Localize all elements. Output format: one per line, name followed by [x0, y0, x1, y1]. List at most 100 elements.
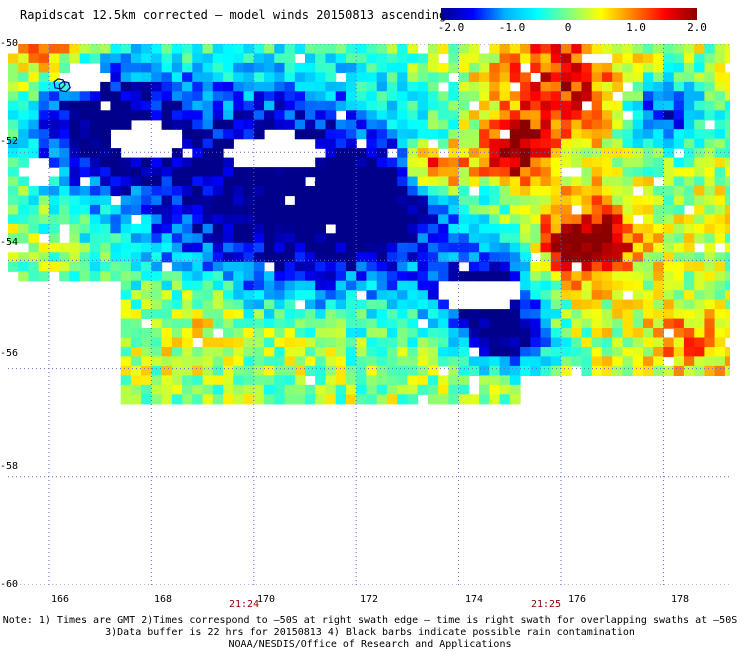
wind-cell [468, 328, 480, 339]
wind-cell [530, 176, 542, 187]
wind-cell [417, 119, 429, 130]
wind-cell [602, 318, 613, 329]
wind-cell [386, 100, 398, 111]
wind-cell [612, 119, 623, 130]
wind-cell [448, 195, 460, 206]
wind-cell [448, 375, 460, 386]
wind-cell [264, 375, 275, 386]
wind-cell [448, 337, 460, 348]
wind-cell [49, 62, 60, 73]
wind-cell [223, 384, 234, 395]
wind-cell [346, 91, 357, 102]
wind-cell [622, 271, 634, 282]
wind-cell [274, 261, 286, 272]
wind-cell [407, 204, 419, 215]
wind-cell [550, 271, 562, 282]
wind-cell [397, 138, 408, 149]
wind-cell [550, 186, 562, 197]
wind-cell [223, 365, 234, 376]
wind-cell [243, 167, 255, 178]
wind-cell [28, 100, 40, 111]
wind-cell [110, 72, 122, 83]
wind-cell [643, 223, 654, 234]
wind-cell [120, 195, 132, 206]
wind-cell [8, 195, 19, 206]
wind-cell [602, 337, 613, 348]
wind-cell [182, 375, 193, 386]
wind-cell [581, 129, 593, 140]
wind-cell [643, 337, 654, 348]
wind-cell [561, 100, 572, 111]
wind-cell [243, 280, 255, 291]
wind-cell [622, 214, 634, 225]
wind-cell [253, 347, 265, 358]
wind-cell [161, 157, 173, 168]
wind-cell [346, 375, 357, 386]
wind-cell [130, 356, 142, 367]
wind-cell [120, 91, 132, 102]
wind-cell [151, 328, 163, 339]
wind-cell [120, 176, 132, 187]
wind-cell [376, 347, 388, 358]
wind-cell [386, 242, 398, 253]
wind-cell [253, 44, 265, 55]
wind-cell [397, 261, 408, 272]
wind-cell [284, 44, 296, 55]
wind-cell [366, 157, 378, 168]
wind-cell [591, 195, 603, 206]
wind-cell [694, 44, 705, 55]
wind-cell [581, 81, 593, 92]
wind-cell [284, 261, 296, 272]
wind-cell [38, 44, 50, 55]
wind-cell [202, 53, 214, 64]
wind-cell [694, 290, 705, 301]
wind-cell [212, 148, 224, 159]
wind-cell [643, 138, 654, 149]
wind-cell [561, 176, 572, 187]
wind-cell [571, 81, 583, 92]
wind-cell [274, 328, 286, 339]
wind-cell [284, 110, 296, 121]
wind-cell [212, 62, 224, 73]
wind-cell [550, 62, 562, 73]
wind-cell [376, 384, 388, 395]
wind-cell [714, 44, 726, 55]
wind-cell [417, 167, 429, 178]
wind-cell [602, 299, 613, 310]
wind-cell [520, 309, 531, 320]
wind-cell [489, 337, 501, 348]
wind-cell [417, 138, 429, 149]
wind-cell [325, 252, 337, 263]
wind-cell [151, 242, 163, 253]
wind-cell [264, 176, 275, 187]
wind-cell [509, 72, 521, 83]
wind-cell [479, 328, 490, 339]
wind-cell [386, 110, 398, 121]
wind-cell [335, 318, 347, 329]
wind-cell [376, 328, 388, 339]
wind-cell [49, 119, 60, 130]
wind-cell [141, 167, 152, 178]
wind-cell [182, 242, 193, 253]
wind-cell [468, 309, 480, 320]
wind-cell [38, 148, 50, 159]
wind-cell [602, 233, 613, 244]
wind-cell [427, 242, 439, 253]
wind-cell [407, 62, 419, 73]
wind-cell [458, 81, 470, 92]
wind-cell [704, 365, 716, 376]
wind-cell [622, 204, 634, 215]
wind-cell [683, 261, 695, 272]
wind-cell [663, 72, 675, 83]
wind-cell [397, 176, 408, 187]
wind-cell [141, 356, 152, 367]
wind-cell [427, 347, 439, 358]
wind-cell [632, 100, 644, 111]
wind-cell [427, 110, 439, 121]
wind-cell [120, 157, 132, 168]
wind-cell [520, 138, 531, 149]
lon-label: 166 [50, 594, 70, 605]
wind-cell [448, 233, 460, 244]
wind-cell [509, 261, 521, 272]
wind-cell [315, 242, 326, 253]
